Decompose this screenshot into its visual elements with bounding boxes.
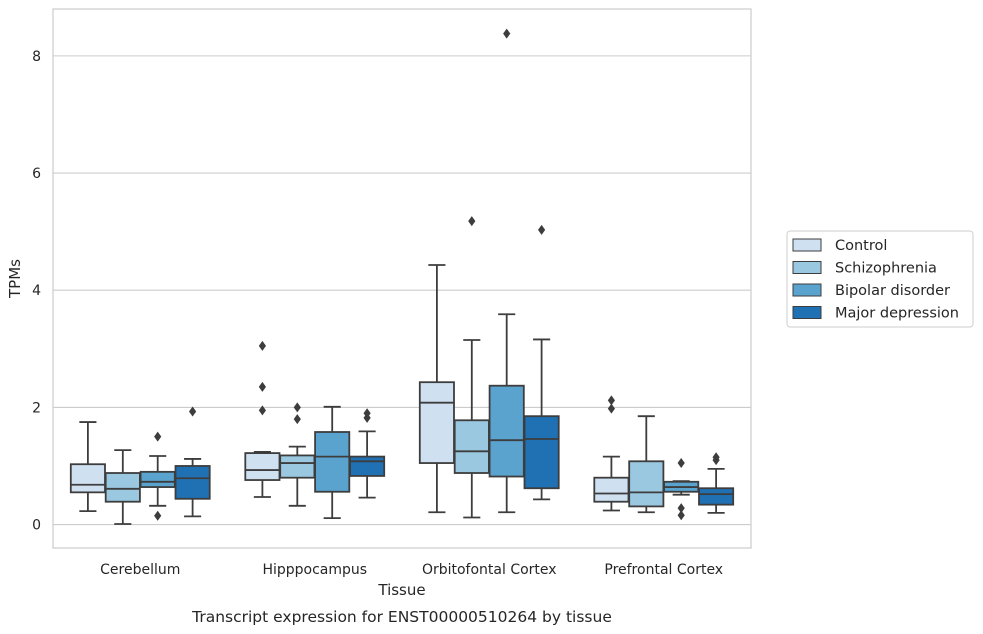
- box-plot: [314, 405, 351, 520]
- x-tick-label: Orbitofontal Cortex: [422, 562, 557, 578]
- plot-area-frame: [52, 8, 752, 549]
- legend-label: Bipolar disorder: [835, 283, 950, 299]
- outlier-point: [293, 414, 301, 425]
- box: [628, 460, 665, 508]
- box: [698, 487, 735, 506]
- box-plot: [698, 452, 735, 514]
- grid-lines: [53, 55, 751, 526]
- box-plot: [418, 264, 455, 514]
- box-plot: [139, 431, 176, 521]
- outlier-point: [607, 403, 615, 414]
- outlier-point: [363, 408, 371, 419]
- outlier-point: [258, 340, 266, 351]
- legend-swatch: [792, 306, 822, 319]
- box-plot: [244, 340, 281, 498]
- legend-swatch: [792, 261, 822, 274]
- box: [453, 419, 490, 474]
- box-plot: [349, 408, 386, 499]
- box: [279, 454, 316, 479]
- outlier-point: [468, 216, 476, 227]
- legend-label: Schizophrenia: [835, 261, 937, 277]
- box-plot: [279, 402, 316, 507]
- box-plot: [453, 216, 490, 519]
- outlier-point: [607, 395, 615, 406]
- legend-label: Major depression: [835, 306, 959, 322]
- box-plot: [628, 415, 665, 514]
- outlier-point: [258, 381, 266, 392]
- x-tick-label: Prefrontal Cortex: [604, 562, 723, 578]
- chart-caption: Transcript expression for ENST0000051026…: [191, 608, 612, 626]
- box: [69, 463, 106, 494]
- outlier-point: [712, 452, 720, 463]
- x-tick-label: Cerebellum: [100, 562, 180, 578]
- box: [104, 472, 141, 503]
- box-plot: [69, 421, 106, 512]
- box-plot: [593, 395, 630, 512]
- box: [523, 415, 560, 490]
- outlier-point: [293, 402, 301, 413]
- outlier-point: [538, 224, 546, 235]
- box-plot: [523, 224, 560, 501]
- legend-swatch: [792, 238, 822, 252]
- y-tick-labels: 0 2 4 6 8: [32, 49, 41, 534]
- box: [174, 465, 211, 500]
- box: [593, 476, 630, 503]
- box: [244, 452, 281, 481]
- legend-swatch: [792, 283, 822, 297]
- outlier-point: [677, 503, 685, 514]
- y-tick-label: 2: [32, 400, 41, 416]
- box: [418, 381, 455, 464]
- outlier-point: [258, 405, 266, 416]
- x-tick-label: Hipppocampus: [262, 562, 367, 578]
- box: [314, 431, 351, 493]
- box: [488, 384, 525, 478]
- box: [349, 455, 386, 477]
- legend-frame: [786, 230, 974, 328]
- x-axis-label: Tissue: [377, 581, 425, 599]
- legend: Control Schizophrenia Bipolar disorder Majo…: [786, 230, 974, 328]
- outlier-point: [189, 406, 197, 417]
- box-plot: [488, 28, 525, 514]
- y-tick-label: 4: [32, 283, 41, 299]
- box-plot: [663, 458, 700, 521]
- x-tick-labels: Cerebellum Hipppocampus Orbitofontal Corte…: [100, 562, 723, 578]
- legend-label: Control: [835, 238, 887, 254]
- y-tick-label: 6: [32, 166, 41, 182]
- outlier-point: [677, 510, 685, 521]
- outlier-point: [154, 431, 162, 442]
- box: [139, 470, 176, 488]
- outlier-point: [503, 28, 511, 39]
- y-axis-label: TPMs: [6, 259, 24, 299]
- box-plot: [104, 449, 141, 525]
- y-tick-label: 0: [32, 518, 41, 534]
- outlier-point: [677, 458, 685, 469]
- outlier-point: [154, 510, 162, 521]
- y-tick-label: 8: [32, 49, 41, 65]
- box-plots: [69, 28, 735, 525]
- box-plot: [174, 406, 211, 518]
